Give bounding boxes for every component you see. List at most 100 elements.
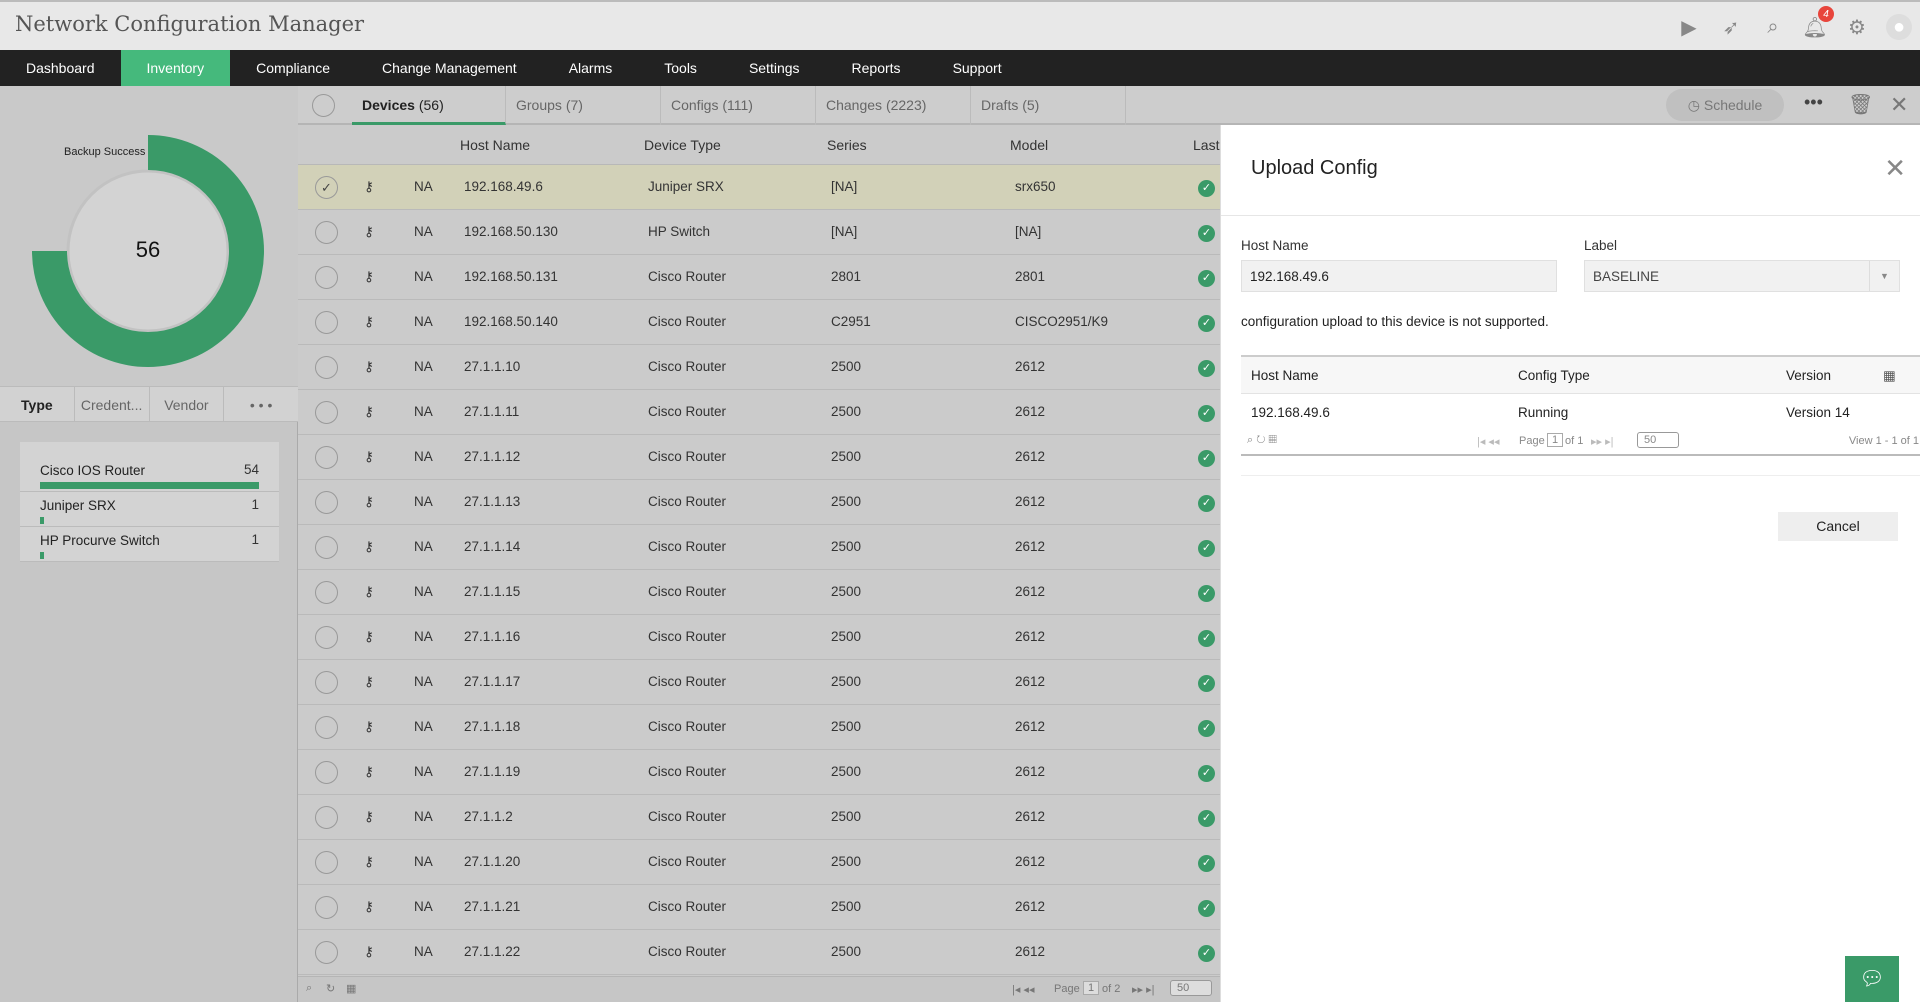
- nav-reports[interactable]: Reports: [851, 60, 901, 76]
- cell-host-name[interactable]: 27.1.1.16: [464, 629, 521, 644]
- table-row[interactable]: ⚷ NA 192.168.50.131 Cisco Router 2801 28…: [298, 255, 1220, 300]
- grid-row[interactable]: 192.168.49.6 Running Version 14: [1241, 394, 1920, 430]
- row-checkbox[interactable]: ✓: [315, 176, 338, 199]
- cell-host-name[interactable]: 27.1.1.15: [464, 584, 521, 599]
- cell-host-name[interactable]: 192.168.50.140: [464, 314, 558, 329]
- search-icon[interactable]: ⌕ ↻ ▦: [1247, 434, 1277, 446]
- page-input[interactable]: 1: [1547, 433, 1564, 447]
- tab-vendor[interactable]: Vendor: [150, 387, 225, 421]
- nav-alarms[interactable]: Alarms: [568, 60, 613, 76]
- cell-host-name[interactable]: 27.1.1.12: [464, 449, 521, 464]
- type-list-item[interactable]: Cisco IOS Router 54: [20, 457, 279, 492]
- cell-host-name[interactable]: 27.1.1.21: [464, 899, 521, 914]
- gear-icon[interactable]: ⚙: [1848, 16, 1866, 39]
- cell-host-name[interactable]: 27.1.1.19: [464, 764, 521, 779]
- row-checkbox[interactable]: [315, 266, 338, 289]
- cell-host-name[interactable]: 27.1.1.2: [464, 809, 513, 824]
- row-checkbox[interactable]: [315, 716, 338, 739]
- presentation-icon[interactable]: ▶: [1681, 16, 1697, 39]
- col-host-name[interactable]: Host Name: [460, 137, 531, 153]
- chat-button[interactable]: 💬︎: [1845, 956, 1899, 1002]
- row-checkbox[interactable]: [315, 626, 338, 649]
- close-icon[interactable]: ✕: [1884, 153, 1906, 183]
- columns-icon[interactable]: ▦: [1883, 368, 1896, 383]
- cancel-button[interactable]: Cancel: [1778, 512, 1898, 541]
- row-checkbox[interactable]: [315, 311, 338, 334]
- cell-host-name[interactable]: 27.1.1.22: [464, 944, 521, 959]
- table-row[interactable]: ⚷ NA 27.1.1.19 Cisco Router 2500 2612 ✓: [298, 750, 1220, 795]
- row-checkbox[interactable]: [315, 671, 338, 694]
- schedule-button[interactable]: ◷ Schedule: [1666, 89, 1784, 121]
- row-checkbox[interactable]: [315, 896, 338, 919]
- tab-more[interactable]: • • •: [249, 397, 273, 413]
- more-icon[interactable]: •••: [1804, 92, 1823, 112]
- nav-inventory[interactable]: Inventory: [120, 50, 231, 86]
- first-page-icon[interactable]: |◂ ◂◂: [1477, 436, 1500, 448]
- row-checkbox[interactable]: [315, 536, 338, 559]
- cell-host-name[interactable]: 192.168.50.130: [464, 224, 558, 239]
- cell-host-name[interactable]: 27.1.1.13: [464, 494, 521, 509]
- row-checkbox[interactable]: [315, 356, 338, 379]
- nav-compliance[interactable]: Compliance: [256, 60, 331, 76]
- row-checkbox[interactable]: [315, 941, 338, 964]
- col-series[interactable]: Series: [827, 137, 867, 153]
- table-row[interactable]: ⚷ NA 27.1.1.20 Cisco Router 2500 2612 ✓: [298, 840, 1220, 885]
- nav-support[interactable]: Support: [952, 60, 1002, 76]
- refresh-icon[interactable]: ↻: [326, 983, 336, 995]
- cell-host-name[interactable]: 27.1.1.20: [464, 854, 521, 869]
- table-row[interactable]: ⚷ NA 27.1.1.11 Cisco Router 2500 2612 ✓: [298, 390, 1220, 435]
- tab-credential[interactable]: Credent...: [75, 387, 150, 421]
- host-name-field[interactable]: 192.168.49.6: [1241, 260, 1557, 292]
- tab-type[interactable]: Type: [0, 387, 75, 421]
- nav-settings[interactable]: Settings: [748, 60, 800, 76]
- cell-host-name[interactable]: 192.168.49.6: [464, 179, 543, 194]
- row-checkbox[interactable]: [315, 491, 338, 514]
- rocket-icon[interactable]: ➶: [1722, 16, 1740, 39]
- table-row[interactable]: ⚷ NA 27.1.1.22 Cisco Router 2500 2612 ✓: [298, 930, 1220, 975]
- table-row[interactable]: ⚷ NA 27.1.1.18 Cisco Router 2500 2612 ✓: [298, 705, 1220, 750]
- per-page-select[interactable]: 50: [1637, 432, 1679, 448]
- table-row[interactable]: ⚷ NA 27.1.1.14 Cisco Router 2500 2612 ✓: [298, 525, 1220, 570]
- table-row[interactable]: ⚷ NA 27.1.1.21 Cisco Router 2500 2612 ✓: [298, 885, 1220, 930]
- trash-icon[interactable]: 🗑︎: [1848, 94, 1874, 116]
- search-icon[interactable]: ⌕: [306, 982, 313, 994]
- grid-col-version[interactable]: Version: [1786, 368, 1832, 383]
- table-row[interactable]: ⚷ NA 27.1.1.16 Cisco Router 2500 2612 ✓: [298, 615, 1220, 660]
- bell-icon[interactable]: 🔔︎ 4: [1802, 6, 1834, 40]
- nav-dashboard[interactable]: Dashboard: [26, 60, 95, 76]
- nav-change-management[interactable]: Change Management: [382, 60, 517, 76]
- tab-changes[interactable]: Changes (2223): [816, 86, 971, 125]
- cell-host-name[interactable]: 27.1.1.11: [464, 404, 520, 419]
- table-row[interactable]: ⚷ NA 27.1.1.17 Cisco Router 2500 2612 ✓: [298, 660, 1220, 705]
- cell-host-name[interactable]: 27.1.1.17: [464, 674, 521, 689]
- row-checkbox[interactable]: [315, 401, 338, 424]
- table-row[interactable]: ✓ ⚷ NA 192.168.49.6 Juniper SRX [NA] srx6…: [298, 165, 1220, 210]
- col-device-type[interactable]: Device Type: [644, 137, 721, 153]
- select-all-checkbox[interactable]: [312, 94, 335, 117]
- tab-configs[interactable]: Configs (111): [661, 86, 816, 125]
- page-input[interactable]: 1: [1083, 981, 1100, 995]
- row-checkbox[interactable]: [315, 761, 338, 784]
- cell-host-name[interactable]: 192.168.50.131: [464, 269, 558, 284]
- cell-host-name[interactable]: 27.1.1.18: [464, 719, 521, 734]
- nav-tools[interactable]: Tools: [664, 60, 697, 76]
- per-page-select[interactable]: 50: [1170, 980, 1212, 996]
- table-row[interactable]: ⚷ NA 27.1.1.13 Cisco Router 2500 2612 ✓: [298, 480, 1220, 525]
- table-row[interactable]: ⚷ NA 27.1.1.2 Cisco Router 2500 2612 ✓: [298, 795, 1220, 840]
- cell-host-name[interactable]: 27.1.1.10: [464, 359, 521, 374]
- table-row[interactable]: ⚷ NA 27.1.1.10 Cisco Router 2500 2612 ✓: [298, 345, 1220, 390]
- cell-host-name[interactable]: 27.1.1.14: [464, 539, 521, 554]
- close-icon[interactable]: ✕: [1890, 92, 1909, 117]
- table-row[interactable]: ⚷ NA 27.1.1.15 Cisco Router 2500 2612 ✓: [298, 570, 1220, 615]
- row-checkbox[interactable]: [315, 806, 338, 829]
- tab-groups[interactable]: Groups (7): [506, 86, 661, 125]
- tab-drafts[interactable]: Drafts (5): [971, 86, 1126, 125]
- table-row[interactable]: ⚷ NA 27.1.1.12 Cisco Router 2500 2612 ✓: [298, 435, 1220, 480]
- row-checkbox[interactable]: [315, 221, 338, 244]
- grid-col-config-type[interactable]: Config Type: [1518, 368, 1590, 383]
- next-page-icon[interactable]: ▸▸ ▸|: [1591, 436, 1614, 448]
- next-page-icon[interactable]: ▸▸ ▸|: [1132, 984, 1155, 996]
- columns-icon[interactable]: ▦: [346, 983, 357, 995]
- grid-col-host-name[interactable]: Host Name: [1251, 368, 1319, 383]
- row-checkbox[interactable]: [315, 581, 338, 604]
